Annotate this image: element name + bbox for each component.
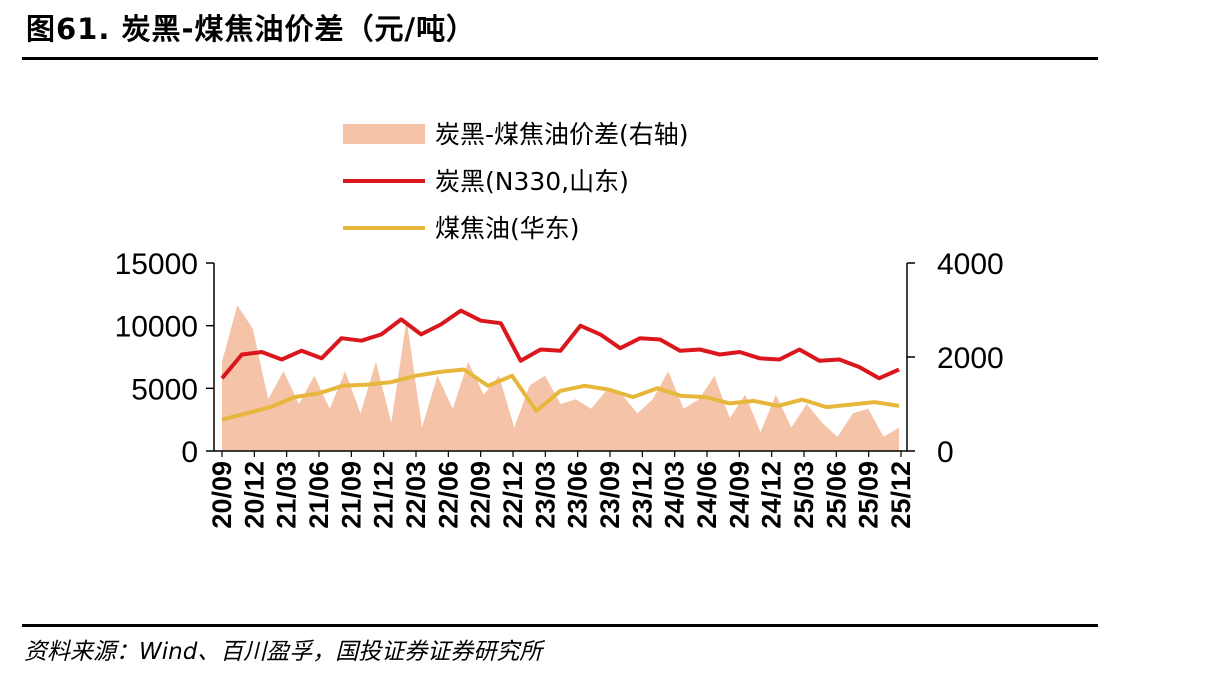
x-tick-label: 21/03 [272, 461, 302, 529]
x-tick-label: 24/03 [660, 461, 690, 529]
x-tick-label: 25/12 [886, 461, 916, 529]
legend: 炭黑-煤焦油价差(右轴) 炭黑(N330,山东) 煤焦油(华东) [343, 120, 689, 243]
x-tick-label: 23/09 [595, 461, 625, 529]
left-tick-label: 15000 [115, 248, 198, 281]
x-tick-label: 20/12 [239, 461, 269, 529]
legend-label: 炭黑-煤焦油价差(右轴) [435, 120, 689, 149]
series-line-coal-tar [221, 367, 900, 422]
figure-title: 图61. 炭黑-煤焦油价差（元/吨） [26, 12, 477, 46]
left-tick-label: 10000 [115, 311, 198, 344]
x-tick-label: 21/12 [369, 461, 399, 529]
legend-swatch-spread [343, 124, 425, 144]
x-tick-label: 25/03 [789, 461, 819, 529]
x-tick-label: 23/06 [563, 461, 593, 529]
left-tick-label: 5000 [131, 373, 198, 406]
x-tick-label: 22/03 [401, 461, 431, 529]
x-tick-label: 21/06 [304, 461, 334, 529]
line-layer [220, 308, 900, 422]
x-tick-label: 23/03 [530, 461, 560, 529]
x-tick-label: 24/09 [724, 461, 754, 529]
left-tick-label: 0 [181, 436, 198, 469]
x-tick-label: 22/09 [466, 461, 496, 529]
legend-label: 炭黑(N330,山东) [435, 167, 629, 196]
right-tick-label: 2000 [937, 342, 1004, 375]
series-line-carbon-black [220, 308, 900, 381]
legend-label: 煤焦油(华东) [435, 214, 580, 243]
right-tick-label: 0 [937, 436, 954, 469]
title-divider [22, 57, 1098, 60]
source-note: 资料来源：Wind、百川盈孚，国投证券证券研究所 [24, 639, 543, 665]
x-tick-label: 22/12 [498, 461, 528, 529]
x-tick-label: 25/09 [854, 461, 884, 529]
right-tick-label: 4000 [937, 248, 1004, 281]
x-tick-label: 24/06 [692, 461, 722, 529]
x-tick-label: 24/12 [757, 461, 787, 529]
spread-area-layer [222, 305, 899, 451]
source-divider [22, 624, 1098, 627]
x-tick-label: 25/06 [821, 461, 851, 529]
x-tick-label: 21/09 [336, 461, 366, 529]
x-tick-label: 20/09 [207, 461, 237, 529]
x-tick-label: 22/06 [433, 461, 463, 529]
x-tick-label: 23/12 [627, 461, 657, 529]
series-area-spread [222, 305, 899, 451]
